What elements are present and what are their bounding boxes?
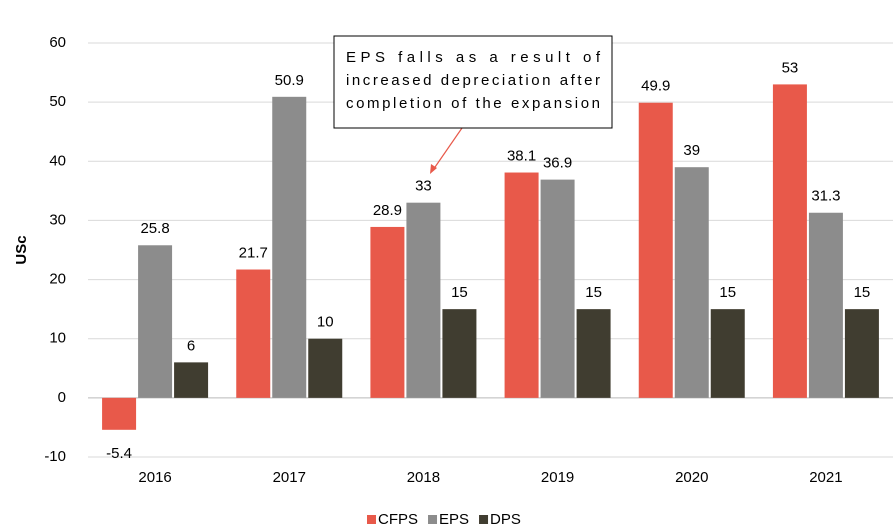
y-tick-label: 30 [49,211,66,228]
bar [272,96,307,398]
value-label: 15 [451,284,468,301]
value-label: 49.9 [641,78,670,95]
value-label: 31.3 [811,188,840,205]
annotation-box [333,35,613,129]
x-tick-label: 2018 [407,469,440,486]
bar [370,226,405,398]
annotation-arrow [432,127,463,171]
value-label: 25.8 [140,220,169,237]
bar [138,245,173,398]
bar [772,84,807,398]
legend-label: CFPS [378,511,418,528]
legend-swatch [367,515,376,524]
bar [504,172,539,398]
value-label: 10 [317,314,334,331]
y-tick-label: 0 [58,389,66,406]
bar [442,309,477,398]
bar [844,309,879,398]
bar [540,179,575,398]
value-label: 15 [719,284,736,301]
legend-label: EPS [439,511,469,528]
legend-swatch [428,515,438,524]
bar [308,338,343,398]
value-label: 39 [683,142,700,159]
legend-label: DPS [490,511,521,528]
bar [710,309,745,398]
x-tick-label: 2019 [541,469,574,486]
y-axis-label: USc [13,235,30,264]
bar [808,212,843,398]
bar [674,167,709,398]
legend-swatch [479,515,489,524]
y-tick-label: 40 [49,152,66,169]
bar [576,309,611,398]
value-label: 21.7 [239,244,268,261]
y-tick-label: 10 [49,330,66,347]
bar [174,362,209,398]
value-label: 53 [782,59,799,76]
value-label: 38.1 [507,147,536,164]
bar [236,269,271,398]
y-tick-label: -10 [44,448,66,465]
annotation-text: increased depreciation after [346,72,600,89]
annotation-text: EPS falls as a result of [346,49,601,66]
x-tick-label: 2021 [809,469,842,486]
value-label: -5.4 [106,445,132,462]
y-tick-label: 50 [49,93,66,110]
y-tick-label: 60 [49,34,66,51]
bar [638,102,673,398]
value-label: 28.9 [373,202,402,219]
value-label: 33 [415,178,432,195]
value-label: 15 [854,284,871,301]
x-tick-label: 2020 [675,469,708,486]
annotation-arrowhead [430,164,437,174]
x-tick-label: 2017 [273,469,306,486]
bar [406,202,441,398]
value-label: 15 [585,284,602,301]
y-tick-label: 20 [49,271,66,288]
bar [102,397,137,430]
value-label: 6 [187,337,195,354]
value-label: 36.9 [543,155,572,172]
value-label: 50.9 [275,72,304,89]
x-tick-label: 2016 [138,469,171,486]
